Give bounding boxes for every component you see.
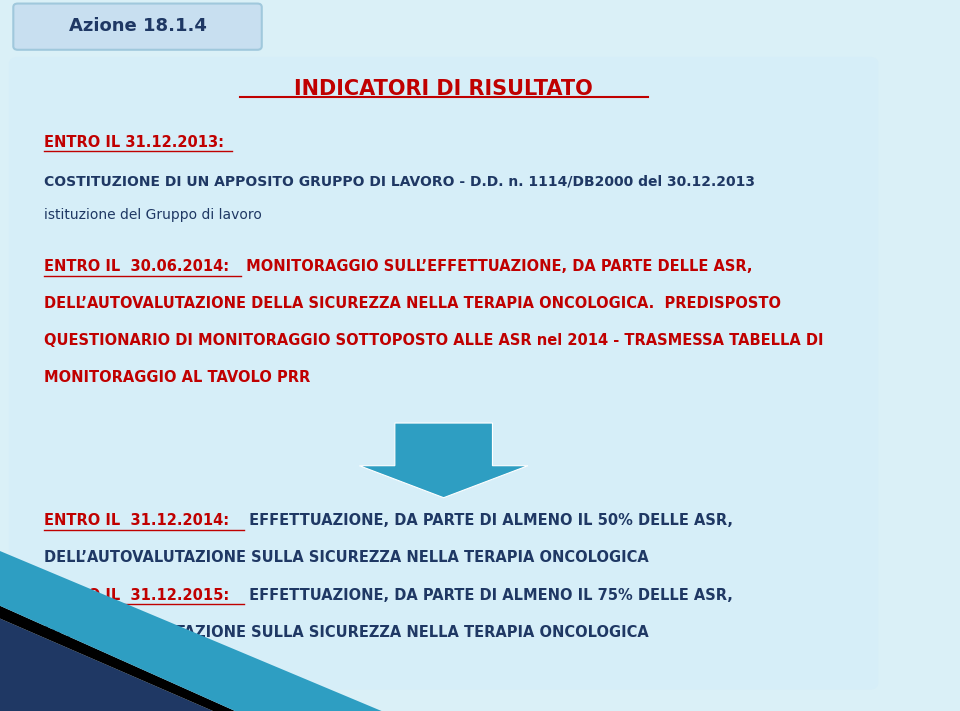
Polygon shape xyxy=(0,619,213,711)
Text: DELL’AUTOVALUTAZIONE DELLA SICUREZZA NELLA TERAPIA ONCOLOGICA.  PREDISPOSTO: DELL’AUTOVALUTAZIONE DELLA SICUREZZA NEL… xyxy=(44,296,781,311)
Text: ENTRO IL  30.06.2014:: ENTRO IL 30.06.2014: xyxy=(44,259,229,274)
Text: DELL’AUTOVALUTAZIONE SULLA SICUREZZA NELLA TERAPIA ONCOLOGICA: DELL’AUTOVALUTAZIONE SULLA SICUREZZA NEL… xyxy=(44,624,649,640)
Text: ENTRO IL  31.12.2014:: ENTRO IL 31.12.2014: xyxy=(44,513,229,528)
Text: QUESTIONARIO DI MONITORAGGIO SOTTOPOSTO ALLE ASR nel 2014 - TRASMESSA TABELLA DI: QUESTIONARIO DI MONITORAGGIO SOTTOPOSTO … xyxy=(44,333,824,348)
Text: MONITORAGGIO AL TAVOLO PRR: MONITORAGGIO AL TAVOLO PRR xyxy=(44,370,311,385)
Text: Azione 18.1.4: Azione 18.1.4 xyxy=(68,17,206,36)
Polygon shape xyxy=(359,423,528,498)
Text: COSTITUZIONE DI UN APPOSITO GRUPPO DI LAVORO - D.D. n. 1114/DB2000 del 30.12.201: COSTITUZIONE DI UN APPOSITO GRUPPO DI LA… xyxy=(44,174,756,188)
Text: EFFETTUAZIONE, DA PARTE DI ALMENO IL 50% DELLE ASR,: EFFETTUAZIONE, DA PARTE DI ALMENO IL 50%… xyxy=(244,513,733,528)
Text: ENTRO IL 31.12.2013:: ENTRO IL 31.12.2013: xyxy=(44,134,225,150)
Polygon shape xyxy=(0,606,235,711)
Text: EFFETTUAZIONE, DA PARTE DI ALMENO IL 75% DELLE ASR,: EFFETTUAZIONE, DA PARTE DI ALMENO IL 75%… xyxy=(244,587,732,603)
Polygon shape xyxy=(0,551,381,711)
Text: DELL’AUTOVALUTAZIONE SULLA SICUREZZA NELLA TERAPIA ONCOLOGICA: DELL’AUTOVALUTAZIONE SULLA SICUREZZA NEL… xyxy=(44,550,649,565)
Text: istituzione del Gruppo di lavoro: istituzione del Gruppo di lavoro xyxy=(44,208,262,223)
Text: INDICATORI DI RISULTATO: INDICATORI DI RISULTATO xyxy=(295,79,593,99)
FancyBboxPatch shape xyxy=(9,57,878,690)
Text: ENTRO IL  31.12.2015:: ENTRO IL 31.12.2015: xyxy=(44,587,229,603)
FancyBboxPatch shape xyxy=(13,4,262,50)
Text: MONITORAGGIO SULL’EFFETTUAZIONE, DA PARTE DELLE ASR,: MONITORAGGIO SULL’EFFETTUAZIONE, DA PART… xyxy=(241,259,753,274)
